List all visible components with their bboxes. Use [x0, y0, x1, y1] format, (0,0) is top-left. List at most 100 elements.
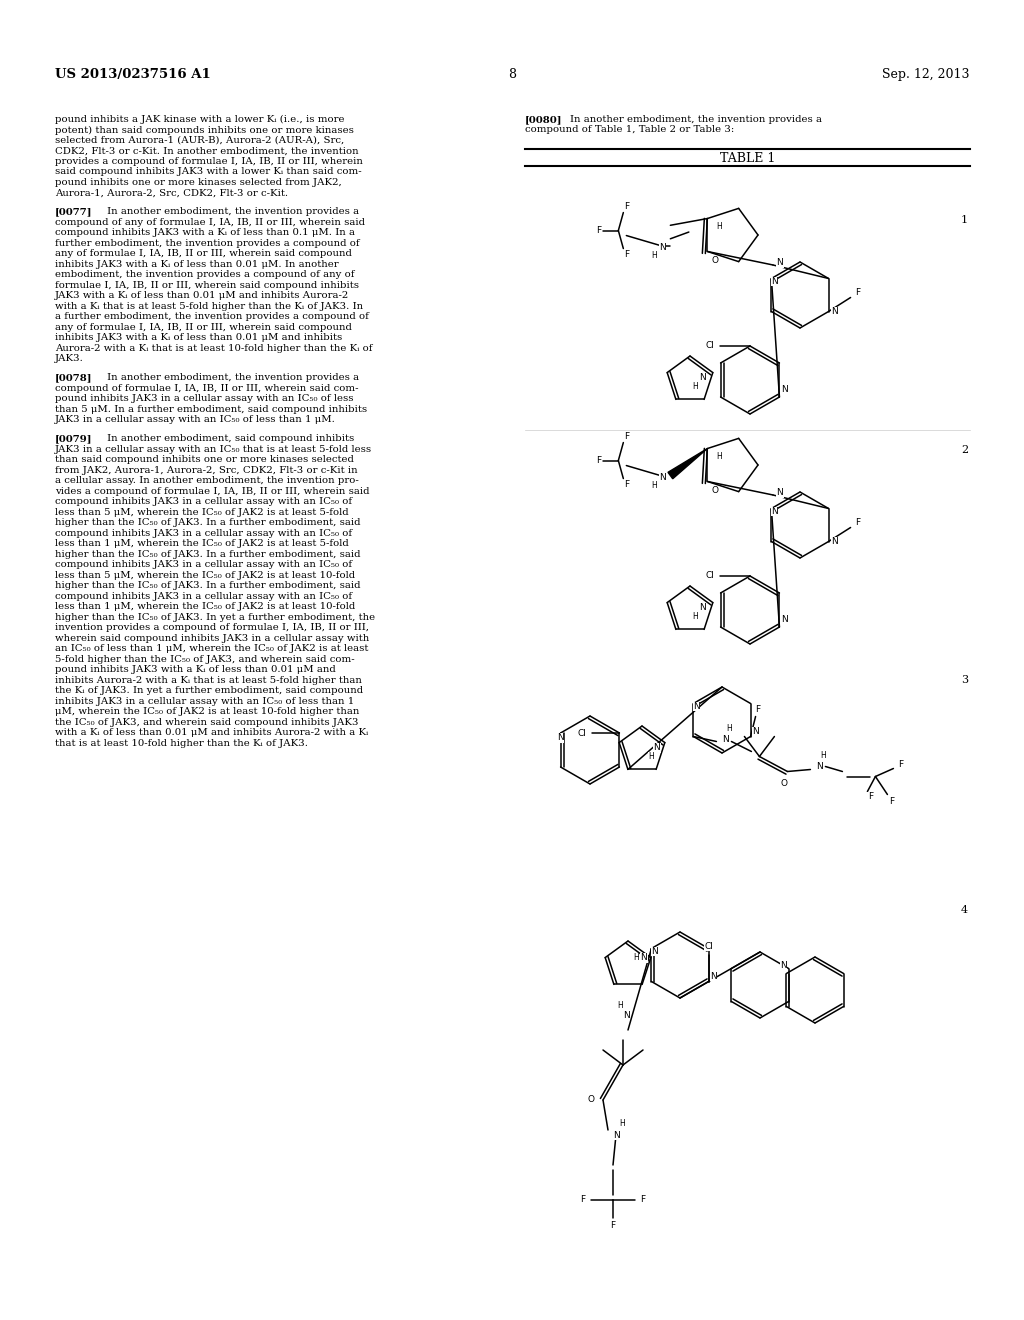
- Text: pound inhibits one or more kinases selected from JAK2,: pound inhibits one or more kinases selec…: [55, 178, 342, 187]
- Text: 3: 3: [961, 675, 968, 685]
- Text: the Kᵢ of JAK3. In yet a further embodiment, said compound: the Kᵢ of JAK3. In yet a further embodim…: [55, 686, 364, 696]
- Text: F: F: [624, 202, 629, 211]
- Text: μM, wherein the IC₅₀ of JAK2 is at least 10-fold higher than: μM, wherein the IC₅₀ of JAK2 is at least…: [55, 708, 359, 717]
- Text: H: H: [717, 222, 722, 231]
- Text: embodiment, the invention provides a compound of any of: embodiment, the invention provides a com…: [55, 271, 354, 280]
- Text: from JAK2, Aurora-1, Aurora-2, Src, CDK2, Flt-3 or c-Kit in: from JAK2, Aurora-1, Aurora-2, Src, CDK2…: [55, 466, 357, 475]
- Text: H: H: [727, 723, 732, 733]
- Text: compound inhibits JAK3 in a cellular assay with an IC₅₀ of: compound inhibits JAK3 in a cellular ass…: [55, 498, 352, 506]
- Text: H: H: [648, 752, 653, 762]
- Text: In another embodiment, the invention provides a: In another embodiment, the invention pro…: [97, 207, 359, 216]
- Text: pound inhibits JAK3 in a cellular assay with an IC₅₀ of less: pound inhibits JAK3 in a cellular assay …: [55, 395, 353, 404]
- Text: N: N: [640, 953, 647, 962]
- Text: N: N: [781, 384, 787, 393]
- Text: F: F: [640, 1196, 645, 1204]
- Text: H: H: [620, 1118, 625, 1127]
- Text: higher than the IC₅₀ of JAK3. In a further embodiment, said: higher than the IC₅₀ of JAK3. In a furth…: [55, 519, 360, 527]
- Text: N: N: [659, 243, 666, 252]
- Text: N: N: [831, 308, 838, 315]
- Text: N: N: [659, 473, 666, 482]
- Text: F: F: [868, 792, 873, 801]
- Text: N: N: [612, 1130, 620, 1139]
- Text: higher than the IC₅₀ of JAK3. In a further embodiment, said: higher than the IC₅₀ of JAK3. In a furth…: [55, 549, 360, 558]
- Text: F: F: [596, 455, 601, 465]
- Text: than said compound inhibits one or more kinases selected: than said compound inhibits one or more …: [55, 455, 354, 465]
- Text: H: H: [651, 251, 657, 260]
- Text: higher than the IC₅₀ of JAK3. In a further embodiment, said: higher than the IC₅₀ of JAK3. In a furth…: [55, 581, 360, 590]
- Text: F: F: [755, 705, 760, 714]
- Text: potent) than said compounds inhibits one or more kinases: potent) than said compounds inhibits one…: [55, 125, 354, 135]
- Text: compound inhibits JAK3 with a Kᵢ of less than 0.1 μM. In a: compound inhibits JAK3 with a Kᵢ of less…: [55, 228, 355, 238]
- Text: US 2013/0237516 A1: US 2013/0237516 A1: [55, 69, 211, 81]
- Text: JAK3 in a cellular assay with an IC₅₀ that is at least 5-fold less: JAK3 in a cellular assay with an IC₅₀ th…: [55, 445, 372, 454]
- Text: compound inhibits JAK3 in a cellular assay with an IC₅₀ of: compound inhibits JAK3 in a cellular ass…: [55, 591, 352, 601]
- Text: N: N: [711, 972, 717, 981]
- Text: said compound inhibits JAK3 with a lower Kᵢ than said com-: said compound inhibits JAK3 with a lower…: [55, 168, 361, 177]
- Text: an IC₅₀ of less than 1 μM, wherein the IC₅₀ of JAK2 is at least: an IC₅₀ of less than 1 μM, wherein the I…: [55, 644, 369, 653]
- Text: TABLE 1: TABLE 1: [720, 152, 775, 165]
- Text: O: O: [588, 1096, 595, 1105]
- Text: higher than the IC₅₀ of JAK3. In yet a further embodiment, the: higher than the IC₅₀ of JAK3. In yet a f…: [55, 612, 375, 622]
- Text: selected from Aurora-1 (AUR-B), Aurora-2 (AUR-A), Src,: selected from Aurora-1 (AUR-B), Aurora-2…: [55, 136, 344, 145]
- Text: In another embodiment, the invention provides a: In another embodiment, the invention pro…: [570, 115, 822, 124]
- Text: N: N: [722, 735, 729, 744]
- Text: 2: 2: [961, 445, 968, 455]
- Text: provides a compound of formulae I, IA, IB, II or III, wherein: provides a compound of formulae I, IA, I…: [55, 157, 362, 166]
- Text: F: F: [855, 517, 860, 527]
- Text: compound of formulae I, IA, IB, II or III, wherein said com-: compound of formulae I, IA, IB, II or II…: [55, 384, 358, 393]
- Text: less than 5 μM, wherein the IC₅₀ of JAK2 is at least 5-fold: less than 5 μM, wherein the IC₅₀ of JAK2…: [55, 508, 348, 516]
- Text: JAK3 with a Kᵢ of less than 0.01 μM and inhibits Aurora-2: JAK3 with a Kᵢ of less than 0.01 μM and …: [55, 292, 349, 301]
- Text: N: N: [753, 727, 759, 737]
- Text: Cl: Cl: [705, 942, 713, 950]
- Text: N: N: [831, 537, 838, 546]
- Text: inhibits Aurora-2 with a Kᵢ that is at least 5-fold higher than: inhibits Aurora-2 with a Kᵢ that is at l…: [55, 676, 361, 685]
- Text: [0079]: [0079]: [55, 434, 92, 444]
- Text: [0078]: [0078]: [55, 374, 92, 383]
- Text: N: N: [771, 277, 778, 286]
- Text: less than 1 μM, wherein the IC₅₀ of JAK2 is at least 10-fold: less than 1 μM, wherein the IC₅₀ of JAK2…: [55, 602, 355, 611]
- Text: N: N: [776, 259, 783, 268]
- Text: H: H: [692, 381, 697, 391]
- Text: than 5 μM. In a further embodiment, said compound inhibits: than 5 μM. In a further embodiment, said…: [55, 405, 368, 413]
- Text: N: N: [651, 946, 657, 956]
- Text: H: H: [692, 612, 697, 622]
- Text: vides a compound of formulae I, IA, IB, II or III, wherein said: vides a compound of formulae I, IA, IB, …: [55, 487, 370, 496]
- Text: N: N: [781, 615, 787, 623]
- Text: F: F: [898, 760, 903, 770]
- Text: compound inhibits JAK3 in a cellular assay with an IC₅₀ of: compound inhibits JAK3 in a cellular ass…: [55, 560, 352, 569]
- Text: N: N: [776, 488, 783, 498]
- Text: JAK3.: JAK3.: [55, 354, 84, 363]
- Text: F: F: [624, 249, 629, 259]
- Text: less than 5 μM, wherein the IC₅₀ of JAK2 is at least 10-fold: less than 5 μM, wherein the IC₅₀ of JAK2…: [55, 570, 355, 579]
- Text: pound inhibits JAK3 with a Kᵢ of less than 0.01 μM and: pound inhibits JAK3 with a Kᵢ of less th…: [55, 665, 336, 675]
- Text: 4: 4: [961, 906, 968, 915]
- Text: [0077]: [0077]: [55, 207, 92, 216]
- Text: with a Kᵢ of less than 0.01 μM and inhibits Aurora-2 with a Kᵢ: with a Kᵢ of less than 0.01 μM and inhib…: [55, 729, 369, 737]
- Text: H: H: [651, 480, 657, 490]
- Text: Aurora-1, Aurora-2, Src, CDK2, Flt-3 or c-Kit.: Aurora-1, Aurora-2, Src, CDK2, Flt-3 or …: [55, 189, 288, 198]
- Text: N: N: [816, 762, 823, 771]
- Text: F: F: [855, 288, 860, 297]
- Text: invention provides a compound of formulae I, IA, IB, II or III,: invention provides a compound of formula…: [55, 623, 369, 632]
- Text: N: N: [771, 507, 778, 516]
- Text: F: F: [624, 432, 629, 441]
- Text: CDK2, Flt-3 or c-Kit. In another embodiment, the invention: CDK2, Flt-3 or c-Kit. In another embodim…: [55, 147, 358, 156]
- Text: N: N: [699, 374, 707, 381]
- Text: H: H: [633, 953, 639, 962]
- Text: compound of any of formulae I, IA, IB, II or III, wherein said: compound of any of formulae I, IA, IB, I…: [55, 218, 365, 227]
- Text: H: H: [717, 451, 722, 461]
- Text: N: N: [557, 734, 564, 742]
- Text: O: O: [712, 256, 719, 265]
- Text: 8: 8: [508, 69, 516, 81]
- Text: H: H: [820, 751, 826, 760]
- Text: F: F: [889, 797, 894, 807]
- Polygon shape: [668, 449, 708, 479]
- Text: H: H: [617, 1001, 623, 1010]
- Text: inhibits JAK3 with a Kᵢ of less than 0.01 μM. In another: inhibits JAK3 with a Kᵢ of less than 0.0…: [55, 260, 339, 269]
- Text: further embodiment, the invention provides a compound of: further embodiment, the invention provid…: [55, 239, 359, 248]
- Text: less than 1 μM, wherein the IC₅₀ of JAK2 is at least 5-fold: less than 1 μM, wherein the IC₅₀ of JAK2…: [55, 539, 349, 548]
- Text: F: F: [581, 1196, 586, 1204]
- Text: In another embodiment, the invention provides a: In another embodiment, the invention pro…: [97, 374, 359, 383]
- Text: O: O: [712, 486, 719, 495]
- Text: N: N: [780, 961, 787, 970]
